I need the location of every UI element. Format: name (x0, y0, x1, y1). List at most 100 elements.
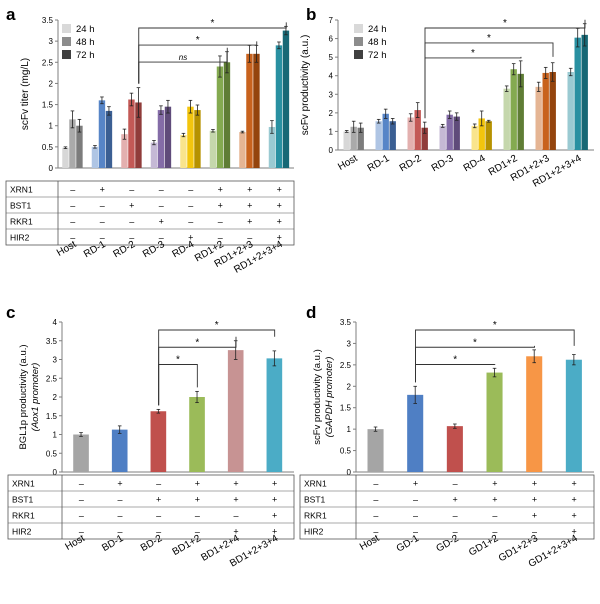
bar (227, 350, 244, 472)
bar (253, 53, 260, 169)
y-tick-label: 0 (49, 164, 54, 173)
genotype-cell: – (100, 233, 105, 243)
bar (121, 134, 128, 168)
genotype-cell: + (413, 479, 418, 489)
genotype-cell: + (218, 185, 223, 195)
bar (164, 106, 172, 168)
bar (62, 147, 69, 168)
genotype-row-label: BST1 (12, 495, 34, 505)
bar (209, 130, 217, 168)
legend-swatch (354, 37, 363, 46)
genotype-cell: – (453, 527, 458, 537)
genotype-cell: – (70, 233, 75, 243)
legend-label: 24 h (368, 24, 387, 35)
genotype-row-label: HIR2 (12, 527, 32, 537)
genotype-cell: – (453, 511, 458, 521)
genotype-cell: + (532, 479, 537, 489)
genotype-cell: + (195, 495, 200, 505)
bar (69, 119, 76, 168)
y-tick-label: 2.5 (340, 361, 352, 370)
legend-label: 48 h (76, 37, 95, 48)
panel-letter-d: d (306, 303, 316, 322)
bar (98, 100, 106, 168)
y-axis-label: scFv productivity (a.u.) (300, 35, 311, 136)
significance-label: * (176, 355, 180, 366)
significance-bracket (158, 364, 198, 406)
genotype-cell: – (79, 527, 84, 537)
genotype-cell: + (247, 217, 252, 227)
genotype-row-label: HIR2 (304, 527, 324, 537)
y-tick-label: 0.5 (340, 447, 352, 456)
panel-letter-b: b (306, 5, 316, 24)
genotype-cell: – (79, 511, 84, 521)
y-tick-label: 1.5 (340, 404, 352, 413)
bar (542, 72, 549, 150)
genotype-cell: + (492, 495, 497, 505)
chart-panel-c: 0 0.5 1 1.5 2 2.5 3 3.5 4 BGL1p productivity (a.u… (7, 318, 295, 569)
genotype-cell: – (70, 201, 75, 211)
genotype-cell: – (156, 511, 161, 521)
genotype-cell: + (129, 201, 134, 211)
bar (517, 73, 524, 150)
genotype-row-label: XRN1 (10, 185, 33, 195)
genotype-cell: + (272, 511, 277, 521)
y-tick-label: 2.5 (46, 374, 58, 383)
genotype-cell: – (373, 511, 378, 521)
legend-swatch (62, 50, 71, 59)
genotype-cell: + (247, 185, 252, 195)
y-tick-label: 3 (49, 37, 54, 46)
bar (357, 127, 364, 150)
genotype-cell: – (70, 217, 75, 227)
y-axis-label: BGL1p productivity (a.u.) (18, 344, 29, 449)
genotype-cell: + (572, 511, 577, 521)
y-axis-label: scFv productivity (a.u.) (312, 349, 323, 445)
significance-bracket (138, 47, 228, 84)
y-tick-label: 0 (53, 468, 58, 477)
genotype-cell: – (129, 185, 134, 195)
genotype-cell: + (117, 479, 122, 489)
genotype-cell: + (532, 511, 537, 521)
genotype-cell: – (159, 185, 164, 195)
y-tick-label: 1 (347, 425, 352, 434)
y-tick-label: 1 (49, 122, 54, 131)
panel-letter-c: c (6, 303, 15, 322)
genotype-cell: + (233, 495, 238, 505)
genotype-cell: – (413, 527, 418, 537)
y-tick-label: 3 (53, 356, 58, 365)
significance-label: * (196, 35, 200, 46)
genotype-cell: – (117, 511, 122, 521)
bar (343, 131, 350, 150)
genotype-cell: – (159, 233, 164, 243)
y-axis-sublabel: (Aox1 promoter) (30, 363, 41, 432)
y-tick-label: 2.5 (42, 58, 54, 67)
bar (282, 30, 290, 169)
genotype-cell: – (373, 495, 378, 505)
genotype-row-label: BST1 (304, 495, 326, 505)
genotype-cell: + (247, 201, 252, 211)
genotype-cell: + (572, 495, 577, 505)
y-axis-sublabel: (GAPDH promoter) (324, 357, 335, 438)
genotype-cell: – (129, 233, 134, 243)
bar (414, 110, 421, 150)
significance-label: * (473, 337, 477, 348)
genotype-cell: + (272, 479, 277, 489)
legend-swatch (62, 37, 71, 46)
bar (76, 125, 83, 168)
legend-label: 24 h (76, 24, 95, 35)
bar (367, 429, 384, 472)
legend-swatch (62, 24, 71, 33)
y-tick-label: 1 (329, 127, 334, 136)
genotype-cell: – (453, 479, 458, 489)
bar (135, 102, 142, 168)
genotype-cell: – (195, 527, 200, 537)
bar (485, 121, 492, 150)
bar (239, 132, 246, 168)
y-tick-label: 0.5 (42, 143, 54, 152)
genotype-cell: + (532, 495, 537, 505)
genotype-cell: – (218, 217, 223, 227)
significance-label: * (453, 355, 457, 366)
y-tick-label: 0 (329, 146, 334, 155)
genotype-cell: – (373, 527, 378, 537)
significance-label: * (471, 48, 475, 59)
genotype-cell: + (218, 201, 223, 211)
